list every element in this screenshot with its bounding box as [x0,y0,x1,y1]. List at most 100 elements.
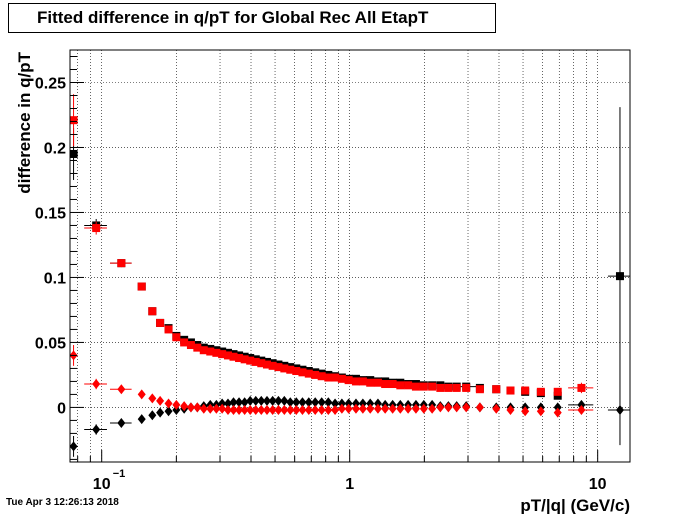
data-point [615,405,624,416]
data-point [172,405,181,416]
data-point [286,405,295,416]
data-point [164,398,173,409]
data-point [492,385,501,394]
data-point [428,403,437,414]
data-point [428,382,437,391]
data-point [274,363,283,372]
data-point [193,402,202,413]
data-point [337,374,346,383]
data-point [186,402,195,413]
data-point [351,377,360,386]
data-point [164,325,173,334]
data-point [311,397,320,408]
data-point [337,403,346,414]
data-point [444,402,453,413]
data-point [292,367,301,376]
data-point [218,398,227,409]
data-point [292,405,301,416]
data-point [475,402,484,413]
data-point [251,405,260,416]
data-point [69,149,78,158]
data-point [240,355,249,364]
data-point [311,370,320,379]
data-point [344,376,353,385]
data-point [615,272,624,281]
data-point [366,378,375,387]
data-point [180,401,189,412]
data-point [317,372,326,381]
data-point [251,357,260,366]
data-point [304,369,313,378]
data-point [280,364,289,373]
data-point [521,386,530,395]
data-point [324,405,333,416]
data-point [223,398,232,409]
timestamp: Tue Apr 3 12:26:13 2018 [6,497,119,508]
data-point [246,395,255,406]
data-point [298,405,307,416]
x-tick-exponent: −1 [113,468,126,480]
data-point [156,407,165,418]
data-point [373,403,382,414]
data-point [206,403,215,414]
data-marks [69,94,630,457]
data-point [506,405,515,416]
data-point [373,378,382,387]
data-point [436,383,445,392]
data-point [280,405,289,416]
data-point [92,224,101,233]
data-point [304,397,313,408]
data-point [137,414,146,425]
data-point [148,307,157,316]
series-2 [69,395,630,457]
data-point [324,397,333,408]
data-point [462,383,471,392]
y-tick-label: 0.1 [44,270,66,287]
y-axis-title: difference in q/pT [15,51,34,193]
data-point [462,402,471,413]
data-point [331,405,340,416]
data-point [419,403,428,414]
data-point [317,405,326,416]
data-point [223,405,232,416]
data-point [358,398,367,409]
data-point [577,383,586,392]
data-point [117,418,126,429]
data-point [475,385,484,394]
data-point [324,373,333,382]
data-point [218,350,227,359]
data-point [212,348,221,357]
data-point [553,407,562,418]
data-point [304,405,313,416]
data-point [311,405,320,416]
data-point [172,333,181,342]
data-point [396,381,405,390]
data-point [268,395,277,406]
data-point [492,403,501,414]
data-point [257,405,266,416]
data-point [218,403,227,414]
data-point [229,397,238,408]
data-point [331,373,340,382]
data-point [404,381,413,390]
data-point [180,338,189,347]
data-point [452,402,461,413]
x-tick-label: 10 [93,476,111,493]
data-point [148,410,157,421]
data-point [577,399,586,410]
data-point [156,395,165,406]
data-point [206,347,215,356]
data-point [411,403,420,414]
data-point [223,351,232,360]
data-point [148,393,157,404]
y-tick-label: 0 [57,400,66,417]
data-point [553,387,562,396]
data-point [366,398,375,409]
data-point [577,405,586,416]
data-point [69,116,78,125]
data-point [92,424,101,435]
data-point [298,368,307,377]
data-point [268,361,277,370]
data-point [257,395,266,406]
